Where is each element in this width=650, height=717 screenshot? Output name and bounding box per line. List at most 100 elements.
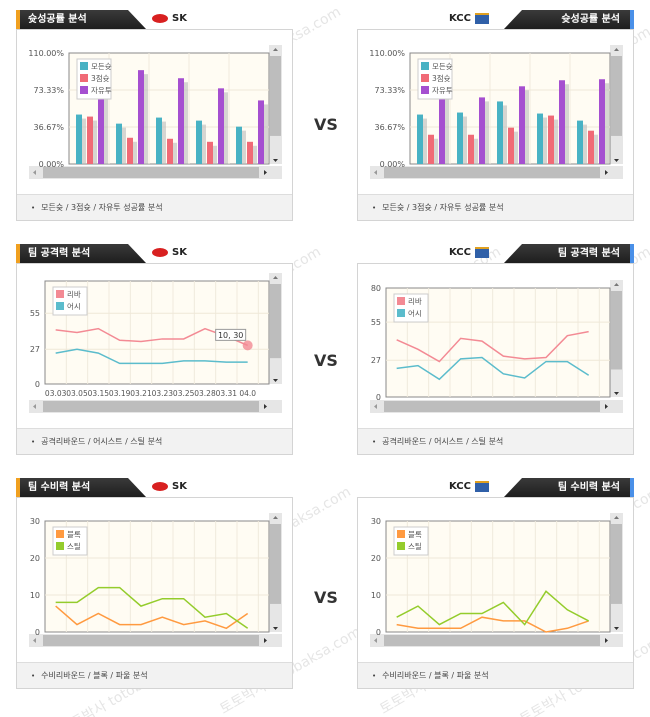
legend-swatch <box>421 86 429 94</box>
line-series-어시[interactable] <box>55 348 248 365</box>
bar-모든슛[interactable] <box>156 117 162 164</box>
scroll-up-arrow-icon[interactable] <box>273 276 278 279</box>
vertical-scrollbar-thumb[interactable] <box>270 56 281 136</box>
vertical-scrollbar-thumb[interactable] <box>611 291 622 370</box>
vertical-scrollbar-thumb[interactable] <box>270 284 281 359</box>
scroll-down-arrow-icon[interactable] <box>273 159 278 162</box>
scroll-right-arrow-icon[interactable] <box>605 170 608 175</box>
chart-footer: 모든슛 / 3점슛 / 자유투 성공률 분석 <box>358 194 633 220</box>
scroll-left-arrow-icon[interactable] <box>33 404 36 409</box>
scroll-left-arrow-icon[interactable] <box>374 170 377 175</box>
bar-3점슛[interactable] <box>468 134 474 164</box>
scroll-left-arrow-icon[interactable] <box>33 170 36 175</box>
bar-3점슛[interactable] <box>207 141 213 164</box>
scroll-left-arrow-icon[interactable] <box>374 638 377 643</box>
chart-footer: 수비리바운드 / 블록 / 파울 분석 <box>358 662 633 688</box>
bar-자유투[interactable] <box>218 88 224 164</box>
bar-모든슛[interactable] <box>577 120 583 164</box>
bar-3점슛[interactable] <box>247 141 253 164</box>
scroll-right-arrow-icon[interactable] <box>264 170 267 175</box>
scroll-down-arrow-icon[interactable] <box>614 627 619 630</box>
bar-자유투[interactable] <box>258 100 264 164</box>
scroll-down-arrow-icon[interactable] <box>273 627 278 630</box>
scroll-right-arrow-icon[interactable] <box>605 404 608 409</box>
vs-label: VS <box>314 351 338 370</box>
bar-모든슛[interactable] <box>76 114 82 164</box>
line-series-스틸[interactable] <box>396 590 590 626</box>
bar-3점슛[interactable] <box>87 116 93 164</box>
horizontal-scrollbar-thumb[interactable] <box>384 167 600 178</box>
scroll-right-arrow-icon[interactable] <box>264 404 267 409</box>
legend-label: 블록 <box>67 530 81 539</box>
bar-자유투[interactable] <box>98 91 104 164</box>
bar-자유투[interactable] <box>178 78 184 164</box>
scroll-up-arrow-icon[interactable] <box>614 283 619 286</box>
vertical-scrollbar-thumb[interactable] <box>611 524 622 604</box>
y-tick-label: 110.00% <box>369 49 405 58</box>
bar-자유투[interactable] <box>599 79 605 164</box>
hover-point[interactable] <box>242 340 253 351</box>
line-series-블록[interactable] <box>55 605 249 630</box>
scroll-up-arrow-icon[interactable] <box>614 48 619 51</box>
bar-shadow <box>91 120 97 164</box>
legend-label: 리바 <box>408 296 422 306</box>
bar-자유투[interactable] <box>439 93 445 164</box>
scroll-up-arrow-icon[interactable] <box>273 48 278 51</box>
bar-3점슛[interactable] <box>428 134 434 164</box>
bar-모든슛[interactable] <box>417 114 423 164</box>
scroll-right-arrow-icon[interactable] <box>264 638 267 643</box>
bar-모든슛[interactable] <box>457 112 463 164</box>
bar-shadow <box>131 141 137 164</box>
scroll-down-arrow-icon[interactable] <box>273 379 278 382</box>
vertical-scrollbar-thumb[interactable] <box>611 56 622 136</box>
team-name: KCC <box>449 481 471 492</box>
team-name: SK <box>172 13 187 24</box>
bar-모든슛[interactable] <box>236 126 242 164</box>
line-series-스틸[interactable] <box>55 586 249 629</box>
x-tick-label: 03.23 <box>152 389 174 398</box>
line-series-어시[interactable] <box>396 356 590 381</box>
scroll-left-arrow-icon[interactable] <box>33 638 36 643</box>
scroll-down-arrow-icon[interactable] <box>614 392 619 395</box>
bar-자유투[interactable] <box>138 70 144 164</box>
y-tick-label: 0.00% <box>39 160 65 169</box>
line-series-리바[interactable] <box>396 330 589 363</box>
bar-모든슛[interactable] <box>196 120 202 164</box>
bar-shadow <box>262 104 268 164</box>
bar-3점슛[interactable] <box>127 137 133 164</box>
legend-label: 스틸 <box>408 542 422 551</box>
tooltip <box>215 328 247 341</box>
bar-3점슛[interactable] <box>548 115 554 164</box>
bar-모든슛[interactable] <box>537 113 543 164</box>
scroll-right-arrow-icon[interactable] <box>605 638 608 643</box>
y-tick-label: 27 <box>371 356 381 365</box>
bar-모든슛[interactable] <box>116 123 122 164</box>
horizontal-scrollbar-thumb[interactable] <box>384 635 600 646</box>
y-tick-label: 0 <box>35 380 40 389</box>
vs-label: VS <box>314 588 338 607</box>
horizontal-scrollbar-thumb[interactable] <box>384 401 600 412</box>
scroll-left-arrow-icon[interactable] <box>374 404 377 409</box>
bar-3점슛[interactable] <box>167 138 173 164</box>
bar-자유투[interactable] <box>559 80 565 164</box>
section-title: 팀 공격력 분석 <box>16 244 146 263</box>
scroll-up-arrow-icon[interactable] <box>273 516 278 519</box>
line-series-블록[interactable] <box>396 616 589 633</box>
y-tick-label: 36.67% <box>33 123 64 132</box>
chart-footer: 수비리바운드 / 블록 / 파울 분석 <box>17 662 292 688</box>
legend-swatch <box>80 62 88 70</box>
horizontal-scrollbar-thumb[interactable] <box>43 635 259 646</box>
scroll-up-arrow-icon[interactable] <box>614 516 619 519</box>
team-logo-icon <box>152 14 168 23</box>
bar-자유투[interactable] <box>519 86 525 164</box>
bar-3점슛[interactable] <box>588 130 594 164</box>
horizontal-scrollbar-thumb[interactable] <box>43 401 259 412</box>
bar-모든슛[interactable] <box>497 101 503 164</box>
vertical-scrollbar-thumb[interactable] <box>270 524 281 604</box>
bar-3점슛[interactable] <box>508 127 514 164</box>
scroll-down-arrow-icon[interactable] <box>614 159 619 162</box>
bar-자유투[interactable] <box>479 97 485 164</box>
horizontal-scrollbar-thumb[interactable] <box>43 167 259 178</box>
bar-shadow <box>512 131 518 164</box>
